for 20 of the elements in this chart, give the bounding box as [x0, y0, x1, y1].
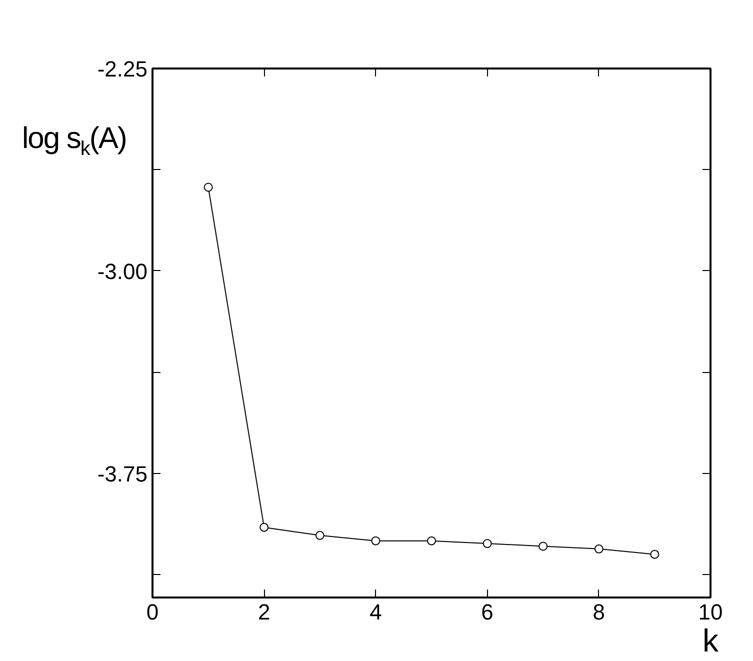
- x-tick-label: 2: [258, 600, 270, 624]
- x-tick-label: 6: [481, 600, 494, 624]
- x-tick-label: 4: [370, 600, 382, 624]
- point: [538, 542, 548, 551]
- x-tick-label: 8: [592, 600, 606, 624]
- point: [482, 539, 492, 548]
- x-tick-label: 10: [698, 600, 723, 624]
- x-axis-title: k: [702, 622, 720, 658]
- y-tick-label: -2.25: [97, 56, 148, 82]
- y-axis-title: log s$_{k}$(A): [22, 121, 126, 162]
- point: [594, 544, 604, 554]
- y-tick-label: -3.75: [97, 461, 148, 486]
- point: [650, 550, 660, 559]
- point: [427, 536, 436, 546]
- point: [260, 522, 269, 532]
- point: [371, 536, 380, 546]
- x-tick-label: 0: [146, 600, 159, 624]
- y-tick-label: -3.00: [97, 258, 148, 284]
- point: [204, 182, 213, 192]
- point: [315, 530, 324, 540]
